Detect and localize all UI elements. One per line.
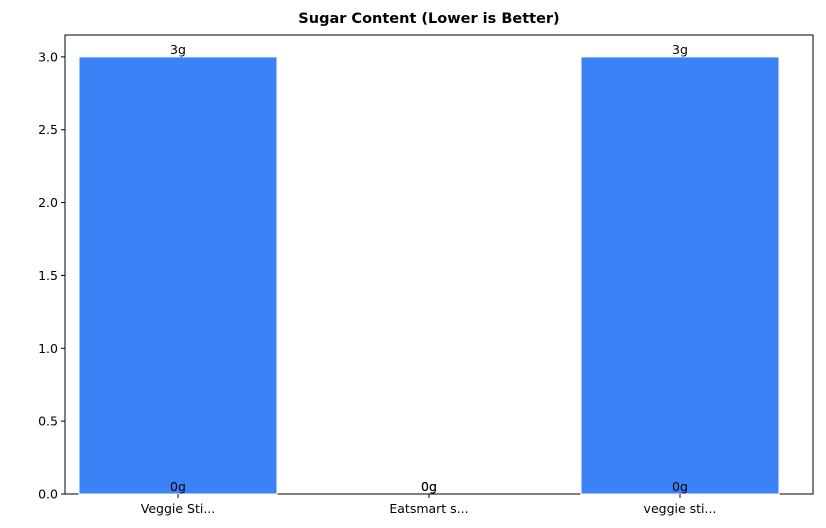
value-label: 0g	[170, 479, 186, 494]
bar	[78, 56, 278, 495]
value-label: 3g	[170, 42, 186, 57]
y-tick-label: 0.5	[38, 414, 58, 429]
value-label: 0g	[421, 479, 437, 494]
y-tick-label: 1.0	[38, 341, 58, 356]
value-label: 0g	[672, 479, 688, 494]
value-label: 3g	[672, 42, 688, 57]
x-tick-label: veggie sti...	[644, 501, 717, 516]
y-tick-label: 2.0	[38, 195, 58, 210]
y-tick-label: 0.0	[38, 487, 58, 502]
x-tick-label: Eatsmart s...	[389, 501, 468, 516]
y-tick-label: 1.5	[38, 268, 58, 283]
y-tick-label: 2.5	[38, 122, 58, 137]
bar	[580, 56, 780, 495]
x-tick-label: Veggie Sti...	[141, 501, 216, 516]
plot-frame	[64, 34, 814, 495]
value-label: 0g	[421, 479, 437, 494]
chart-title: Sugar Content (Lower is Better)	[298, 11, 559, 27]
y-tick-label: 3.0	[38, 49, 58, 64]
